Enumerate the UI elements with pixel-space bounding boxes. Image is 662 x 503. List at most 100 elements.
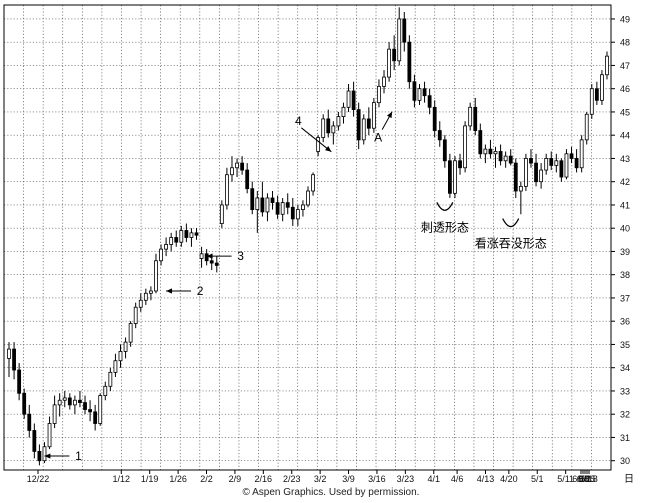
x-tick-label: 3/23 <box>397 474 415 484</box>
y-tick-label: 34 <box>620 363 630 373</box>
candle-body-down <box>209 260 214 264</box>
candle-body-up <box>518 185 523 192</box>
candle-body-up <box>341 106 346 118</box>
candle-body-up <box>503 155 508 162</box>
candle-body-down <box>508 155 513 164</box>
candle-body-up <box>321 118 326 138</box>
x-tick-label: 3/2 <box>314 474 327 484</box>
candle-body-up <box>483 148 488 155</box>
candle-body-up <box>72 399 77 406</box>
chart-grid <box>4 5 611 470</box>
candle-body-down <box>594 88 599 101</box>
candle-body-down <box>473 106 478 131</box>
y-tick-label: 33 <box>620 386 630 396</box>
y-axis: 30 31 32 33 34 35 36 37 38 39 40 41 42 43 44 45 46 47 48 49 <box>611 14 630 466</box>
candle-body-down <box>194 232 199 236</box>
candle-body-down <box>184 230 189 238</box>
candle-body-up <box>42 446 47 462</box>
annotation-cup <box>436 202 454 211</box>
candle-body-up <box>600 74 604 101</box>
candle-body-down <box>12 348 16 371</box>
candle-body-down <box>214 262 219 266</box>
y-tick-label: 41 <box>620 200 630 210</box>
candle-body-up <box>361 118 366 141</box>
candle-body-down <box>285 202 290 208</box>
candle-body-up <box>468 106 473 127</box>
y-tick-label: 38 <box>620 270 630 280</box>
x-tick-label: 1/12 <box>113 474 131 484</box>
x-tick-label: 2/9 <box>229 474 242 484</box>
candle-body-up <box>377 85 381 104</box>
x-tick-label: 2/23 <box>283 474 301 484</box>
candle-body-up <box>148 290 153 294</box>
arrow-head <box>386 111 393 119</box>
x-axis-label: 日 <box>624 474 634 485</box>
x-tick-label: 5/18 <box>580 474 598 484</box>
candle-body-up <box>103 385 108 396</box>
x-tick-label: 4/20 <box>500 474 518 484</box>
candle-body-down <box>549 158 554 166</box>
candle-body-up <box>123 341 128 352</box>
candle-body-down <box>240 162 245 171</box>
x-tick-label: 5/11 <box>557 474 574 484</box>
y-tick-label: 48 <box>620 38 630 48</box>
candle-body-up <box>230 167 234 176</box>
candle-body-down <box>83 402 87 410</box>
candle-body-up <box>52 404 57 424</box>
arrow-head <box>206 253 213 259</box>
plot-frame <box>3 4 612 471</box>
y-tick-label: 40 <box>620 224 630 234</box>
arrow-head <box>166 288 173 294</box>
candle-body-up <box>493 151 498 155</box>
candle-body-down <box>559 160 564 178</box>
candle-body-up <box>316 137 321 152</box>
y-tick-label: 45 <box>620 107 630 117</box>
candle-body-up <box>579 139 584 169</box>
candle-body-up <box>311 174 315 192</box>
y-tick-label: 43 <box>620 154 630 164</box>
candle-body-up <box>169 237 174 245</box>
candle-body-up <box>57 399 62 406</box>
candle-body-up <box>605 55 609 76</box>
candle-body-up <box>584 113 589 141</box>
x-tick-label: 6/8 <box>577 474 590 484</box>
candle-body-up <box>306 190 310 206</box>
x-tick-label: 6/1 <box>579 474 592 484</box>
candle-body-up <box>47 423 52 448</box>
candle-body-down <box>27 413 32 431</box>
x-tick-label: 3/9 <box>342 474 355 484</box>
y-tick-label: 37 <box>620 293 630 303</box>
y-tick-label: 31 <box>620 433 630 443</box>
candle-body-up <box>544 158 549 171</box>
x-tick-label: 3/16 <box>368 474 386 484</box>
candle-body-down <box>407 41 412 83</box>
candle-body-up <box>301 204 305 210</box>
candle-body-up <box>219 204 224 224</box>
y-tick-label: 39 <box>620 247 630 257</box>
arrow-head <box>325 146 332 152</box>
x-tick-label: 5/25 <box>578 474 596 484</box>
y-tick-label: 47 <box>620 61 630 71</box>
candle-body-down <box>270 197 275 204</box>
candle-body-up <box>346 90 351 108</box>
x-tick-label: 2/2 <box>200 474 213 484</box>
annotation-label: 刺透形态 <box>421 220 469 234</box>
candle-body-down <box>245 169 250 190</box>
candle-body-up <box>387 48 391 78</box>
candle-body-down <box>366 118 371 129</box>
candle-body-down <box>498 151 503 162</box>
candle-body-up <box>138 299 143 308</box>
candle-body-down <box>442 139 447 162</box>
candle-body-down <box>422 88 427 97</box>
y-tick-label: 32 <box>620 410 630 420</box>
candle-body-up <box>98 395 103 424</box>
candle-body-up <box>554 160 559 166</box>
annotation-arrow <box>301 127 332 153</box>
candle-body-up <box>154 260 158 292</box>
annotation-label: 看涨吞没形态 <box>475 236 547 251</box>
candle-body-down <box>574 158 579 169</box>
candle-body-up <box>159 248 163 262</box>
candle-body-up <box>524 158 528 187</box>
annotation-label: 4 <box>295 114 302 128</box>
candle-body-down <box>513 162 518 192</box>
